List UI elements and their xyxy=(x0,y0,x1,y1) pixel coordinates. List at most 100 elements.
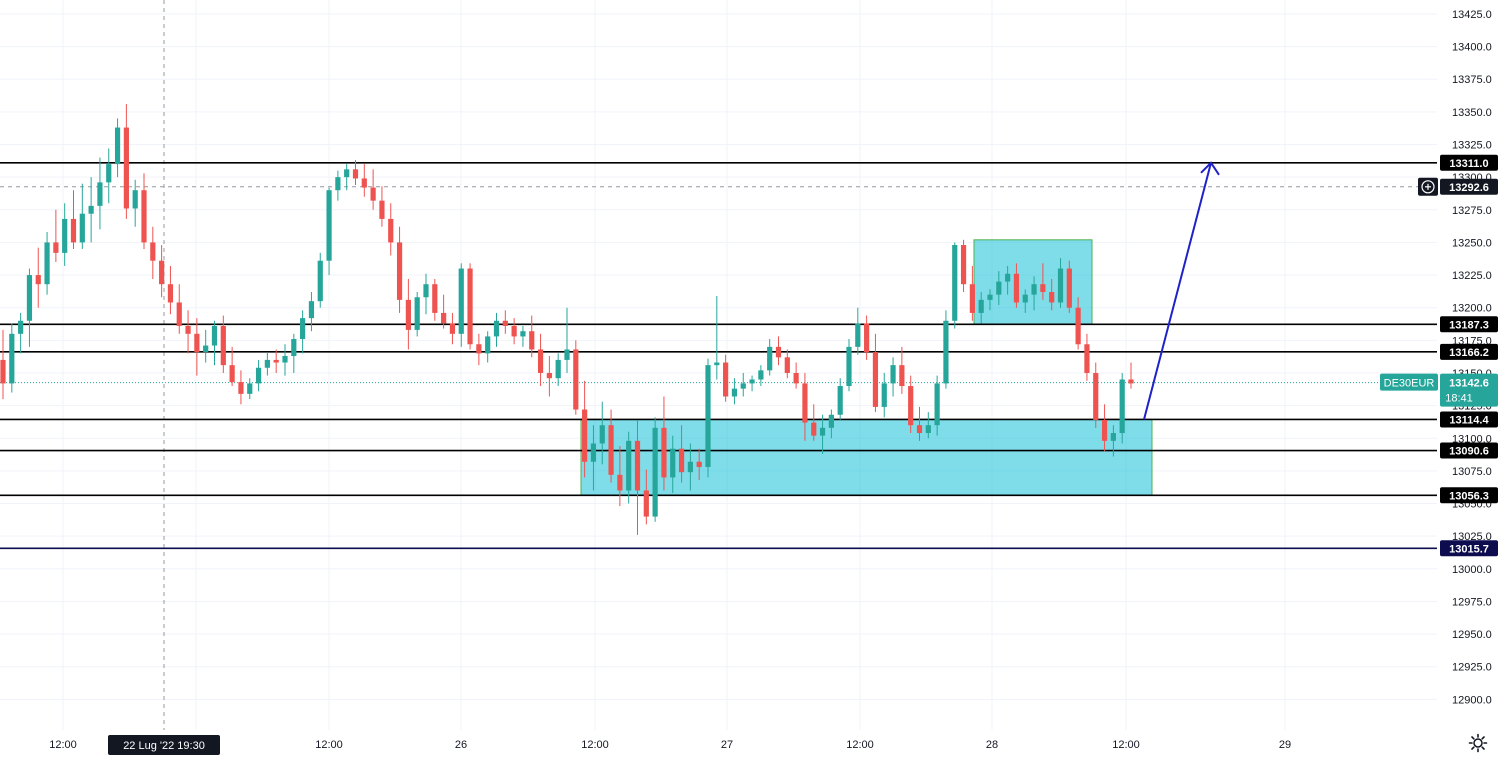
candle-body xyxy=(1093,372,1099,420)
y-tick-label: 13425.0 xyxy=(1452,9,1492,21)
candle-body xyxy=(9,333,15,384)
settings-gear-icon[interactable] xyxy=(1468,733,1488,753)
candle-body xyxy=(53,242,59,253)
candle-body xyxy=(26,275,33,321)
candle-body xyxy=(696,461,702,467)
last-price-label: 13142.6 xyxy=(1449,378,1489,390)
candle xyxy=(220,315,226,373)
candle xyxy=(441,294,447,329)
candle-body xyxy=(220,325,226,366)
candle-body xyxy=(590,443,597,462)
candle-body xyxy=(229,365,235,383)
projection-arrow[interactable] xyxy=(1143,161,1220,420)
candle xyxy=(88,177,94,243)
candle xyxy=(890,357,896,397)
candle xyxy=(1093,362,1099,428)
candle-body xyxy=(819,427,826,436)
candle xyxy=(211,320,218,366)
y-tick-label: 13100.0 xyxy=(1452,433,1492,445)
candle-body xyxy=(476,344,482,354)
candle-body xyxy=(159,260,165,285)
candle xyxy=(564,307,570,373)
price-axis[interactable]: 12900.0 12925.0 12950.0 12975.0 13000.0 13025… xyxy=(1437,0,1502,730)
candle-body xyxy=(106,164,112,183)
candle xyxy=(943,310,949,389)
candle xyxy=(388,203,394,256)
add-alert-plus-icon[interactable] xyxy=(1418,177,1438,196)
candle xyxy=(793,362,799,389)
candle-body xyxy=(837,386,843,415)
candle-body xyxy=(352,169,359,179)
candle xyxy=(952,242,958,329)
candle-body xyxy=(723,362,729,397)
candle xyxy=(529,315,535,358)
candle-body xyxy=(247,383,253,394)
level-label: 13114.4 xyxy=(1449,414,1489,426)
candle xyxy=(555,353,561,387)
horizontal-levels[interactable] xyxy=(0,161,1437,550)
x-tick-label: 26 xyxy=(455,739,467,751)
candle-body xyxy=(537,349,544,373)
x-tick-label: 29 xyxy=(1279,739,1291,751)
candle-body xyxy=(300,318,306,340)
candle xyxy=(617,446,623,507)
candle-body xyxy=(388,218,394,243)
candle xyxy=(70,190,77,249)
candle xyxy=(352,160,359,185)
support-zone[interactable] xyxy=(580,418,1153,496)
x-tick-label: 12:00 xyxy=(1112,739,1140,751)
candle xyxy=(159,245,165,298)
candle xyxy=(255,359,262,392)
candle xyxy=(379,186,385,227)
candle xyxy=(458,263,464,347)
candle xyxy=(899,346,905,394)
candle-body xyxy=(150,242,156,261)
candle-body xyxy=(441,312,447,324)
candle-body xyxy=(855,323,861,347)
level-label-bg xyxy=(1440,442,1498,459)
projection-line[interactable] xyxy=(1143,162,1212,420)
candle xyxy=(749,375,755,392)
candle-body xyxy=(775,346,782,358)
candle xyxy=(291,333,297,373)
candle-body xyxy=(1013,273,1020,303)
candle xyxy=(811,404,817,441)
candle xyxy=(643,469,649,525)
candle-body xyxy=(423,284,429,298)
candle-body xyxy=(758,370,764,380)
candle xyxy=(229,346,235,387)
candle-body xyxy=(555,359,561,379)
candle xyxy=(97,157,103,230)
level-label-bg xyxy=(1440,343,1498,360)
candle-body xyxy=(599,425,605,444)
candle xyxy=(802,372,808,441)
candle-body xyxy=(379,200,385,219)
crosshair-price-label-bg xyxy=(1440,178,1498,195)
x-tick-label: 12:00 xyxy=(49,739,77,751)
consolidation-zone[interactable] xyxy=(973,239,1093,325)
candle-body xyxy=(714,362,720,366)
candle-body xyxy=(405,299,411,330)
candle-body xyxy=(211,325,218,346)
candle-body xyxy=(546,372,552,379)
candle xyxy=(1031,276,1037,311)
candle-body xyxy=(802,383,808,423)
candle-body xyxy=(749,379,755,384)
candle-body xyxy=(18,320,24,334)
candle-body xyxy=(1066,268,1072,308)
candle xyxy=(987,289,993,311)
candle xyxy=(1084,333,1090,381)
time-axis[interactable]: 12:00 26 12:00 27 12:00 28 12:00 29 12:00 xyxy=(49,739,1291,751)
x-tick-label: 12:00 xyxy=(581,739,609,751)
candle-body xyxy=(899,365,905,387)
candle xyxy=(114,118,121,178)
candle xyxy=(79,183,85,249)
candle xyxy=(308,292,315,332)
level-label: 13015.7 xyxy=(1449,543,1489,555)
level-label: 13187.3 xyxy=(1449,319,1489,331)
level-label-bg xyxy=(1440,487,1498,504)
projection-arrowhead xyxy=(1200,161,1220,176)
candle-body xyxy=(70,218,77,243)
candle xyxy=(449,312,456,345)
